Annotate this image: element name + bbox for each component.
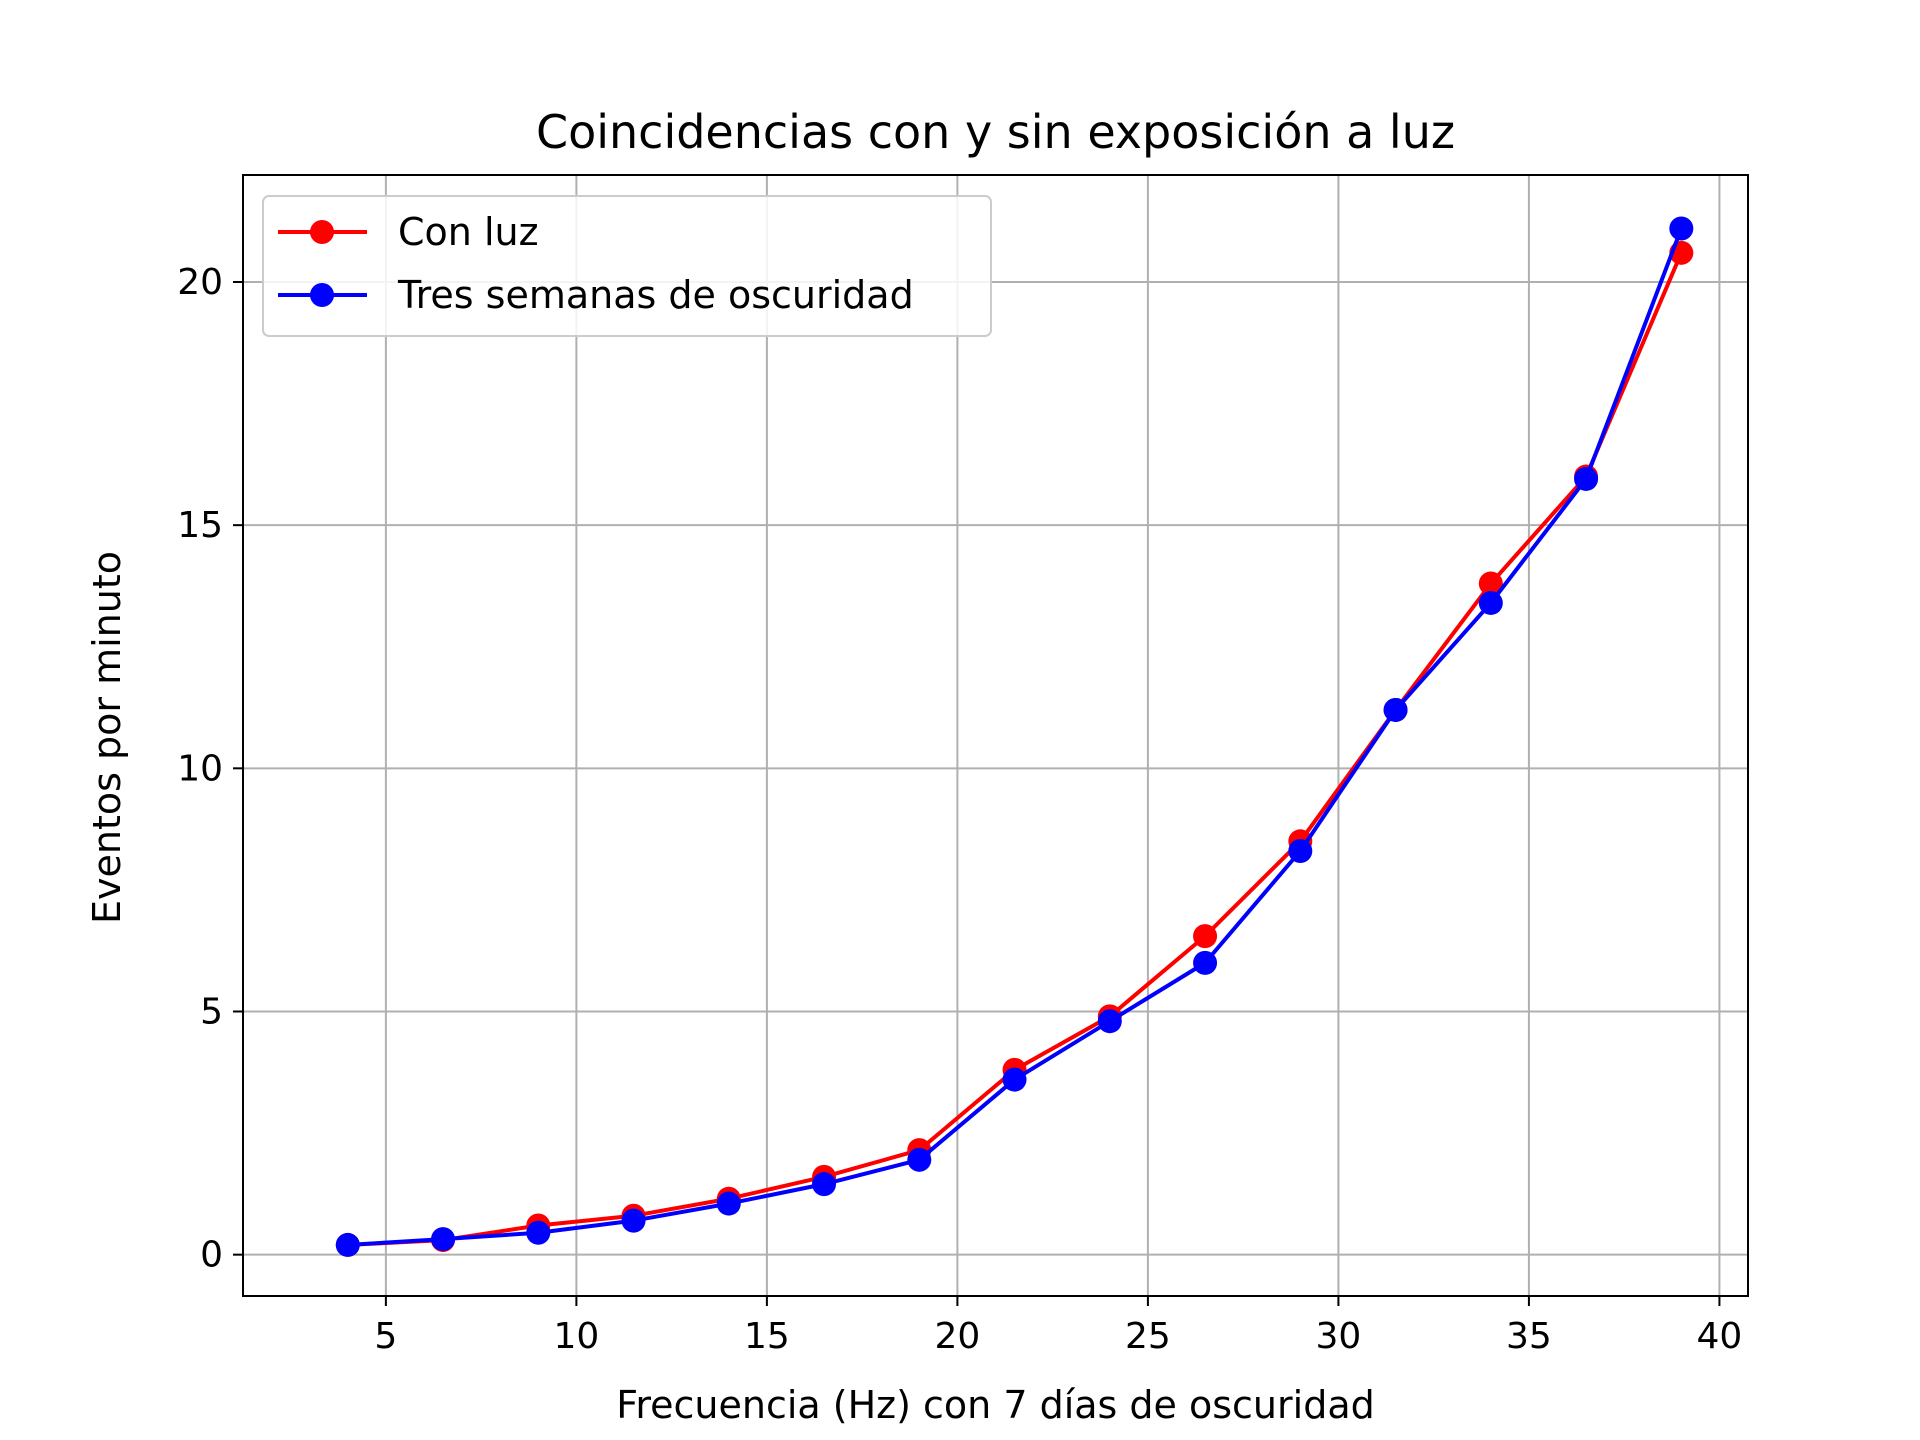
data-point bbox=[1097, 1009, 1122, 1034]
data-point bbox=[335, 1232, 360, 1257]
data-point bbox=[1193, 950, 1218, 975]
data-point bbox=[1383, 697, 1408, 722]
data-point bbox=[1478, 590, 1503, 615]
x-tick-label: 20 bbox=[934, 1316, 980, 1357]
x-tick-label: 15 bbox=[744, 1316, 790, 1357]
legend-item: Con luz bbox=[278, 210, 539, 254]
data-point bbox=[1478, 571, 1503, 596]
data-point bbox=[1288, 839, 1313, 864]
x-tick-label: 5 bbox=[374, 1316, 397, 1357]
data-point bbox=[1574, 466, 1599, 491]
y-tick-label: 15 bbox=[177, 505, 223, 546]
y-tick-label: 0 bbox=[200, 1235, 223, 1276]
legend: Con luz Tres semanas de oscuridad bbox=[262, 195, 992, 337]
legend-item: Tres semanas de oscuridad bbox=[278, 273, 914, 317]
x-tick-label: 30 bbox=[1316, 1316, 1362, 1357]
x-tick-label: 10 bbox=[553, 1316, 599, 1357]
series-tres-semanas-de-oscuridad bbox=[335, 216, 1694, 1257]
x-axis-label: Frecuencia (Hz) con 7 días de oscuridad bbox=[616, 1383, 1374, 1427]
legend-box bbox=[262, 195, 992, 337]
y-axis-label: Eventos por minuto bbox=[85, 551, 129, 924]
series-layer bbox=[335, 216, 1694, 1257]
y-tick-label: 20 bbox=[177, 262, 223, 303]
y-tick-label: 5 bbox=[200, 991, 223, 1032]
data-point bbox=[716, 1191, 741, 1216]
x-tick-label: 25 bbox=[1125, 1316, 1171, 1357]
legend-marker bbox=[310, 220, 334, 244]
data-point bbox=[812, 1172, 837, 1197]
x-tick-label: 35 bbox=[1506, 1316, 1552, 1357]
data-point bbox=[526, 1220, 551, 1245]
data-point bbox=[431, 1227, 456, 1252]
x-tick-label: 40 bbox=[1697, 1316, 1743, 1357]
plot-frame bbox=[242, 174, 1749, 1297]
data-point bbox=[1669, 216, 1694, 241]
data-point bbox=[1002, 1067, 1027, 1092]
data-point bbox=[621, 1208, 646, 1233]
ticks: 5 10 15 20 25 30 35 40 0 5 10 15 20 bbox=[177, 262, 1742, 1357]
legend-marker bbox=[310, 283, 334, 307]
grid bbox=[243, 175, 1748, 1296]
chart-title: Coincidencias con y sin exposición a luz bbox=[536, 105, 1455, 159]
legend-label: Tres semanas de oscuridad bbox=[397, 273, 914, 317]
legend-label: Con luz bbox=[398, 210, 539, 254]
data-point bbox=[1193, 924, 1218, 949]
data-point bbox=[907, 1147, 932, 1172]
y-tick-label: 10 bbox=[177, 748, 223, 789]
